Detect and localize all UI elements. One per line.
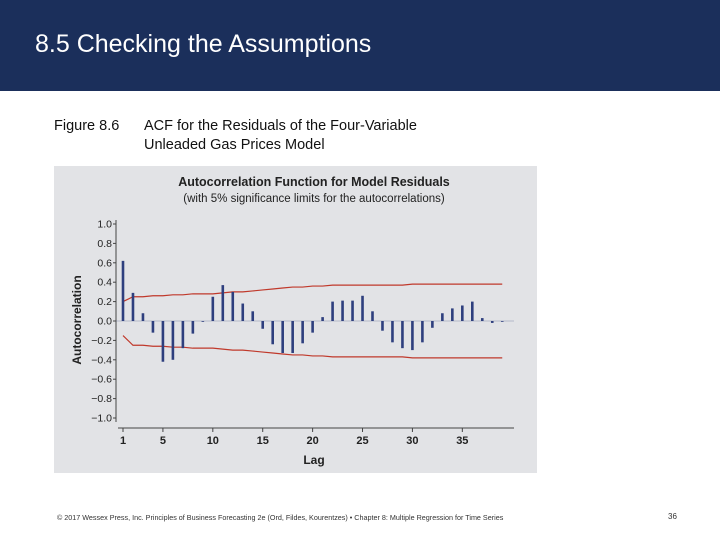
acf-chart: Autocorrelation Function for Model Resid… xyxy=(70,175,514,467)
chart-title: Autocorrelation Function for Model Resid… xyxy=(178,175,450,189)
acf-bar xyxy=(301,321,304,344)
acf-bar xyxy=(161,321,165,362)
acf-bar xyxy=(181,321,185,349)
slide-header: 8.5 Checking the Assumptions xyxy=(0,0,720,91)
acf-bar xyxy=(221,285,225,321)
acf-bar xyxy=(391,321,394,343)
acf-bar xyxy=(151,321,155,333)
y-tick-label: −0.6 xyxy=(91,374,112,386)
page-number: 36 xyxy=(668,512,677,521)
acf-bar xyxy=(211,296,215,321)
y-tick-label: 0.4 xyxy=(97,277,112,289)
x-tick-label: 20 xyxy=(306,435,318,447)
y-tick-label: −0.2 xyxy=(91,335,112,347)
x-tick-label: 10 xyxy=(207,435,219,447)
figure-caption-line2: Unleaded Gas Prices Model xyxy=(144,137,325,153)
acf-bar xyxy=(231,291,235,321)
slide-title: 8.5 Checking the Assumptions xyxy=(35,30,372,58)
acf-bar xyxy=(321,317,324,321)
acf-bar xyxy=(281,321,284,354)
acf-bar xyxy=(271,321,274,345)
acf-bar xyxy=(401,321,404,349)
acf-bar xyxy=(291,321,294,354)
y-tick-label: 0.2 xyxy=(97,296,112,308)
upper-significance-limit xyxy=(122,283,503,303)
figure-caption: Figure 8.6 ACF for the Residuals of the F… xyxy=(54,117,417,155)
lower-significance-limit xyxy=(122,335,503,359)
acf-bar xyxy=(331,301,334,321)
figure-caption-text1: ACF for the Residuals of the Four-Variab… xyxy=(144,118,417,134)
x-tick-label: 1 xyxy=(120,435,126,447)
acf-bar xyxy=(371,311,374,321)
acf-bar xyxy=(261,321,265,329)
acf-bar xyxy=(490,321,494,323)
y-tick-label: −0.4 xyxy=(91,354,112,366)
acf-bar xyxy=(471,301,474,321)
acf-bar xyxy=(421,321,424,343)
acf-bar xyxy=(251,311,255,321)
x-axis-label: Lag xyxy=(303,453,324,467)
y-tick-label: 1.0 xyxy=(97,219,112,231)
acf-bar xyxy=(131,292,135,321)
x-tick-label: 5 xyxy=(160,435,166,447)
y-tick-label: 0.6 xyxy=(97,257,112,269)
acf-bar xyxy=(311,321,314,333)
chart-panel: Autocorrelation Function for Model Resid… xyxy=(54,166,537,473)
y-tick-label: −1.0 xyxy=(91,413,112,425)
y-tick-label: 0.0 xyxy=(97,316,112,328)
acf-bar xyxy=(381,321,384,331)
acf-bar xyxy=(201,321,205,322)
acf-bar xyxy=(500,321,504,322)
figure-number: Figure 8.6 xyxy=(54,118,120,134)
acf-bar xyxy=(351,300,354,321)
figure-caption-line1: Figure 8.6 ACF for the Residuals of the F… xyxy=(54,117,417,136)
y-tick-label: 0.8 xyxy=(97,238,112,250)
acf-bar xyxy=(441,313,444,321)
y-axis-label: Autocorrelation xyxy=(70,275,84,364)
y-tick-label: −0.8 xyxy=(91,393,112,405)
x-tick-label: 15 xyxy=(257,435,269,447)
acf-bar xyxy=(141,313,145,321)
acf-bar xyxy=(241,303,245,321)
acf-bar xyxy=(461,305,464,321)
acf-bar xyxy=(171,321,175,360)
x-tick-label: 30 xyxy=(406,435,418,447)
chart-subtitle: (with 5% significance limits for the aut… xyxy=(183,193,445,205)
acf-bar xyxy=(480,318,484,321)
acf-bar xyxy=(411,321,414,351)
acf-bar xyxy=(361,295,364,321)
slide-footer: © 2017 Wessex Press, Inc. Principles of … xyxy=(57,513,504,522)
x-tick-label: 35 xyxy=(456,435,468,447)
acf-bar xyxy=(191,321,195,334)
acf-bar xyxy=(451,308,454,321)
acf-bar xyxy=(341,300,344,321)
x-tick-label: 25 xyxy=(356,435,368,447)
acf-bar xyxy=(121,260,125,321)
acf-bar xyxy=(431,321,434,328)
plot-area: 1.00.80.60.40.20.0−0.2−0.4−0.6−0.8−1.01 5… xyxy=(91,219,514,447)
